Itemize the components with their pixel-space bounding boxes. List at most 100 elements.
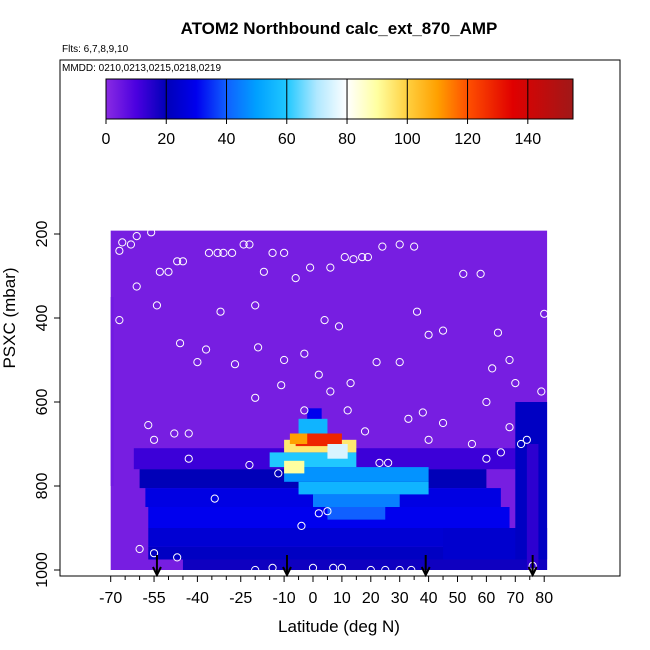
sample-point (193, 358, 202, 367)
sample-point (493, 328, 503, 337)
flight-arrow-head (282, 566, 292, 578)
sample-point (346, 379, 355, 388)
sample-point (505, 355, 514, 365)
x-tick-label: 60 (478, 590, 496, 607)
sample-point (438, 418, 448, 428)
sample-point (184, 454, 193, 463)
sample-point (155, 267, 164, 276)
colorbar-tick-label: 0 (102, 131, 111, 148)
y-tick-label: 600 (34, 389, 51, 416)
heatmap-cell (307, 408, 322, 419)
sample-point (323, 507, 332, 516)
sample-point (274, 469, 283, 478)
flight-arrow-head (152, 566, 162, 578)
sample-point (259, 267, 268, 276)
sample-point (204, 248, 214, 257)
sample-point (239, 240, 248, 249)
heatmap-cell (298, 481, 429, 495)
sample-point (227, 248, 237, 257)
sample-point (213, 248, 222, 257)
flight-arrow (152, 555, 162, 578)
sample-point (147, 228, 156, 237)
sample-point (132, 232, 141, 241)
y-tick-label: 400 (34, 305, 51, 332)
sample-point (175, 339, 185, 348)
sample-point (476, 269, 485, 278)
sample-point (144, 421, 153, 430)
y-axis: 200 400 600 800 1000 (34, 221, 60, 588)
colorbar-tick-label: 20 (157, 131, 175, 148)
sample-point (366, 565, 375, 575)
heatmap-cell (182, 559, 548, 570)
heatmap-cell (148, 546, 501, 560)
sample-point (314, 370, 323, 379)
sample-point (384, 458, 393, 467)
sample-point (173, 257, 182, 266)
y-tick-label: 1000 (34, 552, 51, 588)
sample-point (216, 307, 225, 316)
heatmap-cell (148, 528, 516, 547)
sample-point (210, 494, 219, 503)
sample-point (329, 563, 338, 573)
sample-point (516, 439, 526, 449)
flight-arrow (282, 555, 292, 578)
x-tick-label: -40 (186, 590, 209, 607)
sample-point (245, 460, 254, 470)
heatmap-cell (327, 444, 348, 459)
sample-point (268, 563, 277, 573)
sample-point (349, 255, 358, 264)
colorbar-tick-label: 100 (394, 131, 421, 148)
sample-point (277, 381, 286, 390)
sample-point (280, 355, 289, 365)
sample-point (407, 565, 416, 575)
x-tick-label: -25 (229, 590, 252, 607)
sample-point (297, 521, 306, 531)
sample-point (358, 253, 367, 262)
sample-point (459, 269, 468, 278)
x-tick-label: 70 (506, 590, 524, 607)
x-tick-label: 10 (333, 590, 351, 607)
sample-point (381, 565, 390, 575)
y-tick-label: 200 (34, 221, 51, 248)
sample-point (395, 565, 404, 575)
sample-point (326, 263, 335, 272)
sample-point (149, 435, 159, 444)
flight-arrow-head (420, 566, 431, 578)
sample-point (251, 393, 260, 402)
heatmap-field (110, 230, 548, 570)
sample-point (251, 565, 260, 575)
sample-point (219, 248, 228, 257)
heatmap-cell (289, 433, 308, 444)
heatmap-cell (526, 444, 539, 570)
sample-point (488, 364, 497, 373)
sample-point (126, 240, 136, 249)
colorbar (105, 78, 574, 120)
sample-point (395, 358, 404, 367)
sample-point (505, 423, 514, 432)
sample-point (300, 406, 309, 415)
sample-point (395, 240, 404, 249)
sample-point (268, 248, 277, 257)
sample-point (438, 326, 448, 335)
sample-point (334, 322, 344, 331)
sample-point (522, 435, 531, 444)
heatmap-cell (284, 460, 305, 474)
sample-point (115, 246, 124, 255)
sample-point (251, 301, 260, 310)
sample-point (375, 458, 384, 467)
sample-point (300, 349, 309, 358)
x-tick-label: 0 (309, 590, 318, 607)
sample-point (280, 248, 289, 257)
sample-point (245, 240, 254, 249)
sample-point (184, 429, 193, 438)
chart-title: ATOM2 Northbound calc_ext_870_AMP (181, 19, 498, 38)
sample-point (372, 358, 381, 367)
sample-point (149, 549, 159, 558)
sample-point (178, 257, 188, 266)
colorbar-tick-label: 60 (278, 131, 296, 148)
sample-point (482, 397, 491, 407)
sample-point (537, 387, 546, 396)
sample-point (360, 427, 370, 436)
sample-point (412, 307, 422, 316)
